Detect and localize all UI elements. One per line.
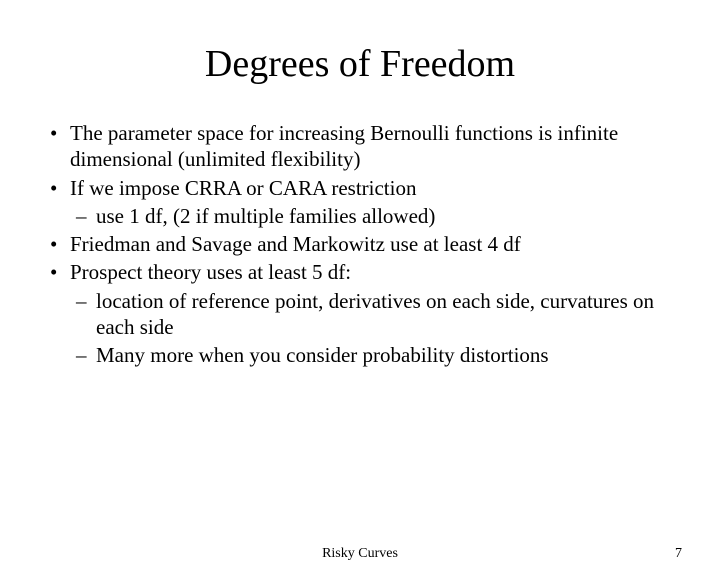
bullet-item: If we impose CRRA or CARA restriction <box>48 175 680 201</box>
bullet-item: Friedman and Savage and Markowitz use at… <box>48 231 680 257</box>
page-number: 7 <box>675 546 682 562</box>
slide-content: The parameter space for increasing Berno… <box>0 120 720 368</box>
slide-title: Degrees of Freedom <box>0 42 720 86</box>
footer-center-text: Risky Curves <box>0 546 720 562</box>
bullet-subitem: location of reference point, derivatives… <box>48 288 680 341</box>
bullet-item: The parameter space for increasing Berno… <box>48 120 680 173</box>
slide-container: Degrees of Freedom The parameter space f… <box>0 42 720 582</box>
bullet-item: Prospect theory uses at least 5 df: <box>48 259 680 285</box>
bullet-subitem: use 1 df, (2 if multiple families allowe… <box>48 203 680 229</box>
bullet-subitem: Many more when you consider probability … <box>48 342 680 368</box>
